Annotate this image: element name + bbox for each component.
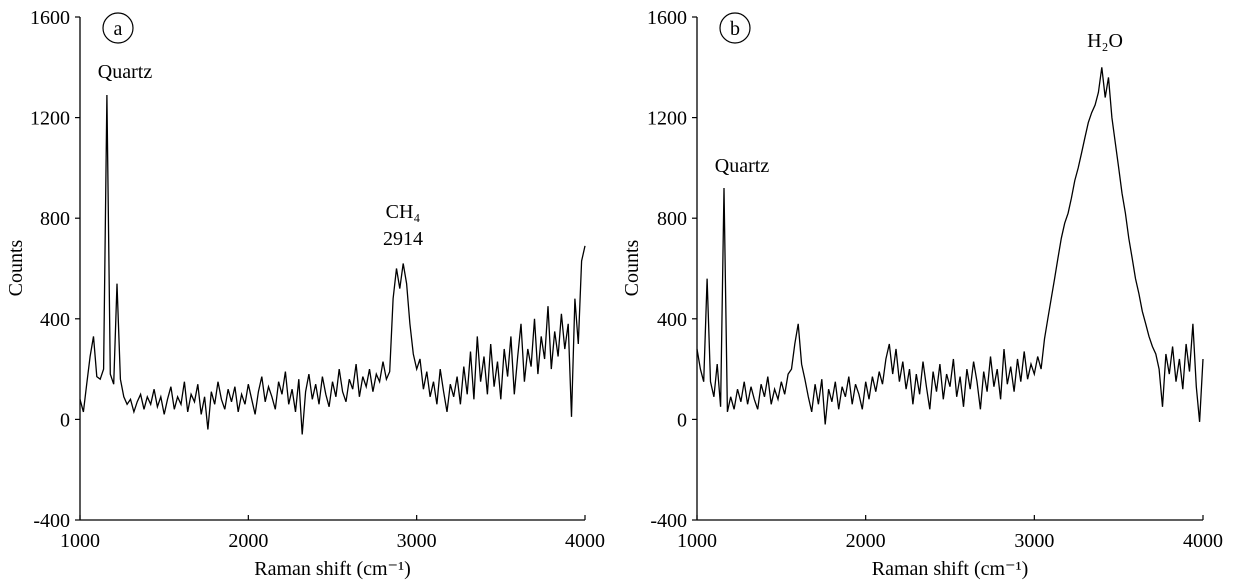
x-tick-label: 2000: [846, 530, 886, 552]
y-tick-label: -400: [650, 510, 687, 532]
y-axis-title: Counts: [5, 239, 27, 296]
x-tick-label: 1000: [677, 530, 717, 552]
panel-label: b: [730, 18, 740, 40]
annotation: Quartz: [715, 155, 770, 177]
x-tick-label: 4000: [565, 530, 605, 552]
y-tick-label: 400: [40, 309, 70, 331]
y-tick-label: 0: [60, 409, 70, 431]
annotation: Quartz: [98, 61, 153, 83]
panel-label-circle: [102, 12, 134, 44]
y-tick-label: 1200: [30, 108, 70, 130]
y-tick-label: 800: [40, 208, 70, 230]
y-axis-title: Counts: [621, 239, 643, 296]
y-tick-label: 1600: [647, 7, 687, 29]
x-tick-label: 3000: [1014, 530, 1054, 552]
y-tick-label: 800: [657, 208, 687, 230]
y-tick-label: 1200: [647, 108, 687, 130]
x-tick-label: 2000: [228, 530, 268, 552]
spectrum-line: [696, 67, 1204, 425]
x-tick-label: 4000: [1183, 530, 1223, 552]
x-axis-title: Raman shift (cm⁻¹): [872, 558, 1029, 580]
panel-label-circle: [719, 12, 751, 44]
annotation: 2914: [383, 228, 423, 250]
panel-label: a: [114, 18, 123, 40]
y-tick-label: -400: [33, 510, 70, 532]
annotation: H₂O: [1087, 30, 1123, 52]
spectrum-line: [79, 94, 586, 435]
x-tick-label: 3000: [397, 530, 437, 552]
y-tick-label: 1600: [30, 7, 70, 29]
annotation: CH₄: [386, 201, 421, 223]
x-axis-title: Raman shift (cm⁻¹): [254, 558, 411, 580]
y-tick-label: 0: [677, 409, 687, 431]
x-tick-label: 1000: [60, 530, 100, 552]
y-tick-label: 400: [657, 309, 687, 331]
